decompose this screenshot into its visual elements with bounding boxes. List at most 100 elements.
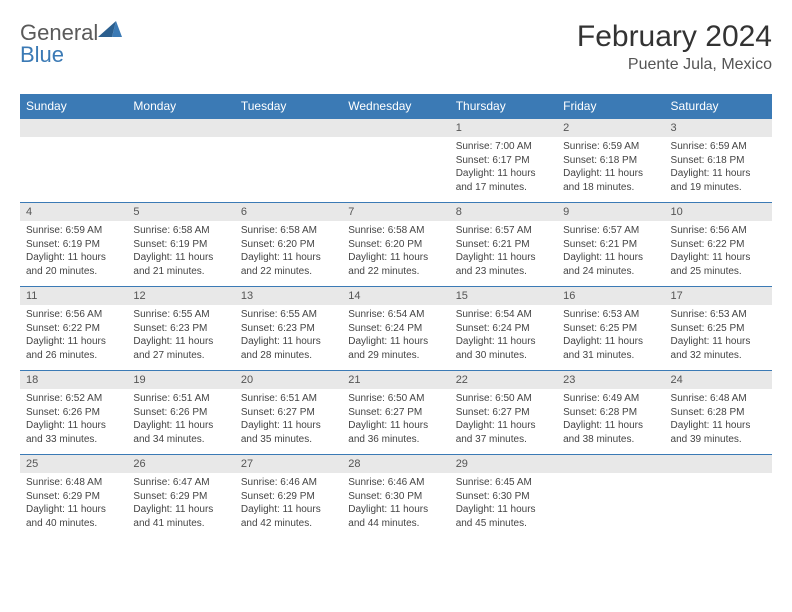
day-number: 27 <box>235 455 342 473</box>
day-data: Sunrise: 6:59 AMSunset: 6:19 PMDaylight:… <box>20 221 127 286</box>
calendar-day-cell: 27Sunrise: 6:46 AMSunset: 6:29 PMDayligh… <box>235 455 342 539</box>
calendar-day-cell: 29Sunrise: 6:45 AMSunset: 6:30 PMDayligh… <box>450 455 557 539</box>
day-number: 2 <box>557 119 664 137</box>
logo-triangle-icon <box>98 21 122 37</box>
day-number: 26 <box>127 455 234 473</box>
calendar-day-cell: 26Sunrise: 6:47 AMSunset: 6:29 PMDayligh… <box>127 455 234 539</box>
day-number: 18 <box>20 371 127 389</box>
calendar-day-cell: 19Sunrise: 6:51 AMSunset: 6:26 PMDayligh… <box>127 371 234 455</box>
day-data: Sunrise: 6:51 AMSunset: 6:26 PMDaylight:… <box>127 389 234 454</box>
day-data: Sunrise: 6:51 AMSunset: 6:27 PMDaylight:… <box>235 389 342 454</box>
day-number: 28 <box>342 455 449 473</box>
day-data: Sunrise: 6:46 AMSunset: 6:29 PMDaylight:… <box>235 473 342 538</box>
day-number: 14 <box>342 287 449 305</box>
month-title: February 2024 <box>577 20 772 54</box>
calendar-empty-cell <box>127 119 234 203</box>
calendar-day-cell: 5Sunrise: 6:58 AMSunset: 6:19 PMDaylight… <box>127 203 234 287</box>
calendar-day-cell: 10Sunrise: 6:56 AMSunset: 6:22 PMDayligh… <box>665 203 772 287</box>
calendar-day-cell: 12Sunrise: 6:55 AMSunset: 6:23 PMDayligh… <box>127 287 234 371</box>
calendar-header-row: SundayMondayTuesdayWednesdayThursdayFrid… <box>20 94 772 119</box>
day-data: Sunrise: 6:58 AMSunset: 6:20 PMDaylight:… <box>342 221 449 286</box>
logo-text-blue: Blue <box>20 42 64 67</box>
weekday-header: Tuesday <box>235 94 342 119</box>
calendar-day-cell: 14Sunrise: 6:54 AMSunset: 6:24 PMDayligh… <box>342 287 449 371</box>
day-data: Sunrise: 6:53 AMSunset: 6:25 PMDaylight:… <box>557 305 664 370</box>
day-number-empty <box>342 119 449 137</box>
day-data: Sunrise: 6:57 AMSunset: 6:21 PMDaylight:… <box>450 221 557 286</box>
calendar-day-cell: 28Sunrise: 6:46 AMSunset: 6:30 PMDayligh… <box>342 455 449 539</box>
day-data: Sunrise: 6:46 AMSunset: 6:30 PMDaylight:… <box>342 473 449 538</box>
calendar-empty-cell <box>235 119 342 203</box>
day-number-empty <box>665 455 772 473</box>
day-number: 17 <box>665 287 772 305</box>
calendar-table: SundayMondayTuesdayWednesdayThursdayFrid… <box>20 94 772 538</box>
calendar-week-row: 25Sunrise: 6:48 AMSunset: 6:29 PMDayligh… <box>20 455 772 539</box>
day-number-empty <box>557 455 664 473</box>
calendar-week-row: 4Sunrise: 6:59 AMSunset: 6:19 PMDaylight… <box>20 203 772 287</box>
calendar-day-cell: 3Sunrise: 6:59 AMSunset: 6:18 PMDaylight… <box>665 119 772 203</box>
day-number: 25 <box>20 455 127 473</box>
day-data: Sunrise: 6:55 AMSunset: 6:23 PMDaylight:… <box>127 305 234 370</box>
header: General February 2024 Puente Jula, Mexic… <box>20 20 772 74</box>
calendar-empty-cell <box>665 455 772 539</box>
calendar-empty-cell <box>557 455 664 539</box>
day-data: Sunrise: 6:58 AMSunset: 6:19 PMDaylight:… <box>127 221 234 286</box>
weekday-header: Sunday <box>20 94 127 119</box>
calendar-week-row: 11Sunrise: 6:56 AMSunset: 6:22 PMDayligh… <box>20 287 772 371</box>
day-data: Sunrise: 6:50 AMSunset: 6:27 PMDaylight:… <box>342 389 449 454</box>
calendar-day-cell: 21Sunrise: 6:50 AMSunset: 6:27 PMDayligh… <box>342 371 449 455</box>
calendar-week-row: 1Sunrise: 7:00 AMSunset: 6:17 PMDaylight… <box>20 119 772 203</box>
calendar-day-cell: 13Sunrise: 6:55 AMSunset: 6:23 PMDayligh… <box>235 287 342 371</box>
calendar-day-cell: 11Sunrise: 6:56 AMSunset: 6:22 PMDayligh… <box>20 287 127 371</box>
day-number: 20 <box>235 371 342 389</box>
day-data: Sunrise: 6:50 AMSunset: 6:27 PMDaylight:… <box>450 389 557 454</box>
day-data: Sunrise: 6:53 AMSunset: 6:25 PMDaylight:… <box>665 305 772 370</box>
day-data: Sunrise: 6:47 AMSunset: 6:29 PMDaylight:… <box>127 473 234 538</box>
day-data: Sunrise: 6:59 AMSunset: 6:18 PMDaylight:… <box>557 137 664 202</box>
weekday-header: Monday <box>127 94 234 119</box>
day-number-empty <box>20 119 127 137</box>
day-data: Sunrise: 6:57 AMSunset: 6:21 PMDaylight:… <box>557 221 664 286</box>
day-number: 19 <box>127 371 234 389</box>
day-data: Sunrise: 6:56 AMSunset: 6:22 PMDaylight:… <box>20 305 127 370</box>
day-data: Sunrise: 6:59 AMSunset: 6:18 PMDaylight:… <box>665 137 772 202</box>
calendar-day-cell: 17Sunrise: 6:53 AMSunset: 6:25 PMDayligh… <box>665 287 772 371</box>
calendar-day-cell: 4Sunrise: 6:59 AMSunset: 6:19 PMDaylight… <box>20 203 127 287</box>
calendar-day-cell: 1Sunrise: 7:00 AMSunset: 6:17 PMDaylight… <box>450 119 557 203</box>
calendar-body: 1Sunrise: 7:00 AMSunset: 6:17 PMDaylight… <box>20 119 772 539</box>
title-block: February 2024 Puente Jula, Mexico <box>577 20 772 74</box>
day-number: 10 <box>665 203 772 221</box>
weekday-header: Wednesday <box>342 94 449 119</box>
day-data: Sunrise: 6:49 AMSunset: 6:28 PMDaylight:… <box>557 389 664 454</box>
day-number: 24 <box>665 371 772 389</box>
logo-sub: Blue <box>20 42 64 68</box>
calendar-day-cell: 9Sunrise: 6:57 AMSunset: 6:21 PMDaylight… <box>557 203 664 287</box>
day-number: 1 <box>450 119 557 137</box>
day-number: 4 <box>20 203 127 221</box>
calendar-day-cell: 2Sunrise: 6:59 AMSunset: 6:18 PMDaylight… <box>557 119 664 203</box>
day-number-empty <box>235 119 342 137</box>
calendar-day-cell: 6Sunrise: 6:58 AMSunset: 6:20 PMDaylight… <box>235 203 342 287</box>
calendar-empty-cell <box>342 119 449 203</box>
day-data: Sunrise: 6:48 AMSunset: 6:28 PMDaylight:… <box>665 389 772 454</box>
calendar-day-cell: 7Sunrise: 6:58 AMSunset: 6:20 PMDaylight… <box>342 203 449 287</box>
day-number: 8 <box>450 203 557 221</box>
day-number: 5 <box>127 203 234 221</box>
calendar-day-cell: 20Sunrise: 6:51 AMSunset: 6:27 PMDayligh… <box>235 371 342 455</box>
day-data: Sunrise: 6:48 AMSunset: 6:29 PMDaylight:… <box>20 473 127 538</box>
day-data: Sunrise: 6:55 AMSunset: 6:23 PMDaylight:… <box>235 305 342 370</box>
calendar-day-cell: 22Sunrise: 6:50 AMSunset: 6:27 PMDayligh… <box>450 371 557 455</box>
calendar-week-row: 18Sunrise: 6:52 AMSunset: 6:26 PMDayligh… <box>20 371 772 455</box>
day-number: 21 <box>342 371 449 389</box>
calendar-day-cell: 25Sunrise: 6:48 AMSunset: 6:29 PMDayligh… <box>20 455 127 539</box>
day-data: Sunrise: 6:52 AMSunset: 6:26 PMDaylight:… <box>20 389 127 454</box>
day-data: Sunrise: 6:54 AMSunset: 6:24 PMDaylight:… <box>342 305 449 370</box>
day-number: 12 <box>127 287 234 305</box>
day-number: 23 <box>557 371 664 389</box>
day-data: Sunrise: 7:00 AMSunset: 6:17 PMDaylight:… <box>450 137 557 202</box>
day-number-empty <box>127 119 234 137</box>
day-number: 16 <box>557 287 664 305</box>
location: Puente Jula, Mexico <box>577 56 772 74</box>
day-number: 6 <box>235 203 342 221</box>
calendar-day-cell: 15Sunrise: 6:54 AMSunset: 6:24 PMDayligh… <box>450 287 557 371</box>
